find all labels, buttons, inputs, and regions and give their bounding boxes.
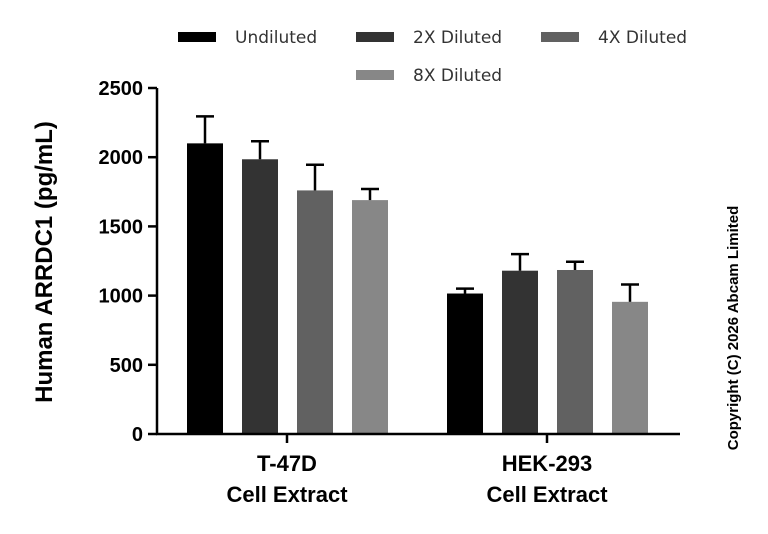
y-tick-label: 0 (132, 424, 143, 446)
x-category-sublabel: Cell Extract (226, 482, 348, 507)
y-axis-label: Human ARRDC1 (pg/mL) (31, 121, 58, 403)
legend-swatch (356, 32, 394, 42)
bar-2x-diluted (502, 270, 538, 434)
x-category-label: HEK-293 (502, 451, 592, 476)
legend-swatch (356, 70, 394, 80)
x-axis-categories: T-47D Cell Extract HEK-293 Cell Extract (226, 434, 608, 507)
y-axis-ticks: 0 500 1000 1500 2000 2500 (99, 78, 157, 446)
legend-label: 2X Diluted (413, 28, 502, 48)
bar-4x-diluted (297, 190, 333, 434)
x-category-sublabel: Cell Extract (486, 482, 608, 507)
legend-label: 4X Diluted (598, 28, 687, 48)
bar-undiluted (447, 293, 483, 434)
legend: Undiluted 2X Diluted 4X Diluted 8X Diluted (178, 28, 687, 86)
bar-8x-diluted (352, 200, 388, 434)
legend-label: Undiluted (235, 28, 317, 48)
legend-swatch (178, 32, 216, 42)
error-bars (196, 115, 639, 302)
x-category-label: T-47D (257, 451, 317, 476)
legend-swatch (541, 32, 579, 42)
bar-4x-diluted (557, 269, 593, 434)
y-tick-label: 1500 (99, 216, 144, 238)
y-tick-label: 500 (110, 355, 143, 377)
bars (187, 143, 648, 435)
legend-label: 8X Diluted (413, 66, 502, 86)
y-tick-label: 1000 (99, 286, 144, 308)
y-tick-label: 2000 (99, 147, 144, 169)
bar-undiluted (187, 143, 223, 435)
bar-2x-diluted (242, 159, 278, 434)
copyright-notice: Copyright (C) 2026 Abcam Limited (725, 206, 742, 450)
y-tick-label: 2500 (99, 78, 144, 100)
bar-8x-diluted (612, 301, 648, 434)
